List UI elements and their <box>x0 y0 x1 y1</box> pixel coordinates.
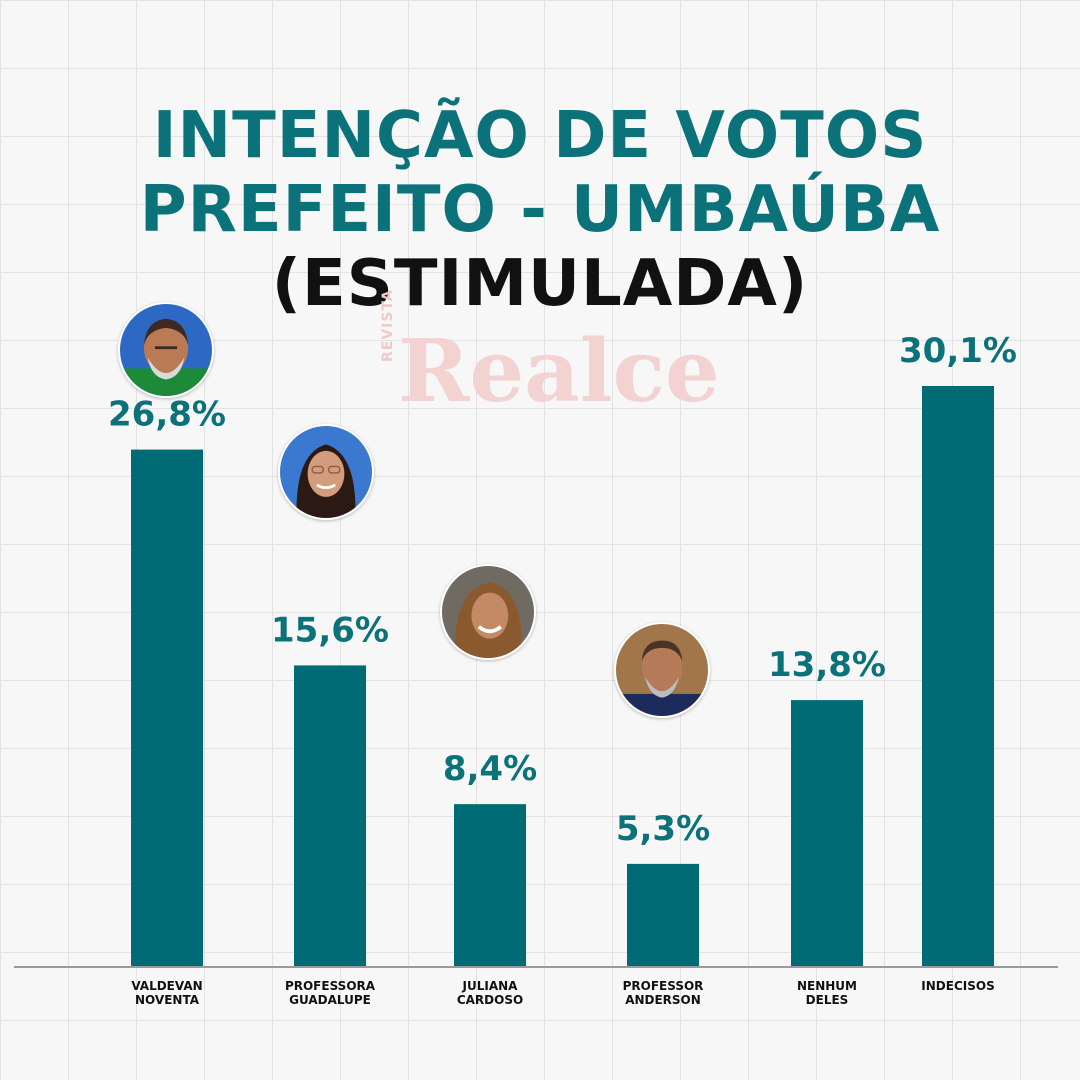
value-label-4: 13,8% <box>768 645 886 685</box>
category-label-4: NENHUM DELES <box>797 979 857 1007</box>
watermark-big-text: Realce <box>398 321 720 422</box>
chart-title-line2: PREFEITO - UMBAÚBA <box>139 173 941 247</box>
category-label-1: PROFESSORA GUADALUPE <box>285 979 376 1007</box>
bar-0 <box>131 449 203 967</box>
realce-watermark-logo: REVISTA Realce <box>380 289 720 432</box>
bar-5 <box>922 386 994 966</box>
category-label-5: INDECISOS <box>921 979 994 993</box>
value-label-2: 8,4% <box>443 749 537 789</box>
chart-title-line1: INTENÇÃO DE VOTOS <box>152 99 928 173</box>
value-label-0: 26,8% <box>108 395 226 435</box>
bar-1 <box>294 665 366 966</box>
avatar-guadalupe <box>278 424 374 520</box>
category-label-3: PROFESSOR ANDERSON <box>623 979 704 1007</box>
avatar-anderson <box>614 622 710 718</box>
category-label-2: JULIANA CARDOSO <box>457 979 523 1007</box>
bar-3 <box>627 863 699 966</box>
bar-4 <box>791 700 863 966</box>
category-label-0: VALDEVAN NOVENTA <box>131 979 202 1007</box>
avatar-valdevan <box>118 302 214 398</box>
chart-title-line3: (ESTIMULADA) <box>271 247 809 321</box>
avatar-juliana <box>440 564 536 660</box>
value-label-5: 30,1% <box>899 331 1017 371</box>
bar-2 <box>454 804 526 966</box>
value-label-1: 15,6% <box>271 610 389 650</box>
value-label-3: 5,3% <box>616 809 710 849</box>
